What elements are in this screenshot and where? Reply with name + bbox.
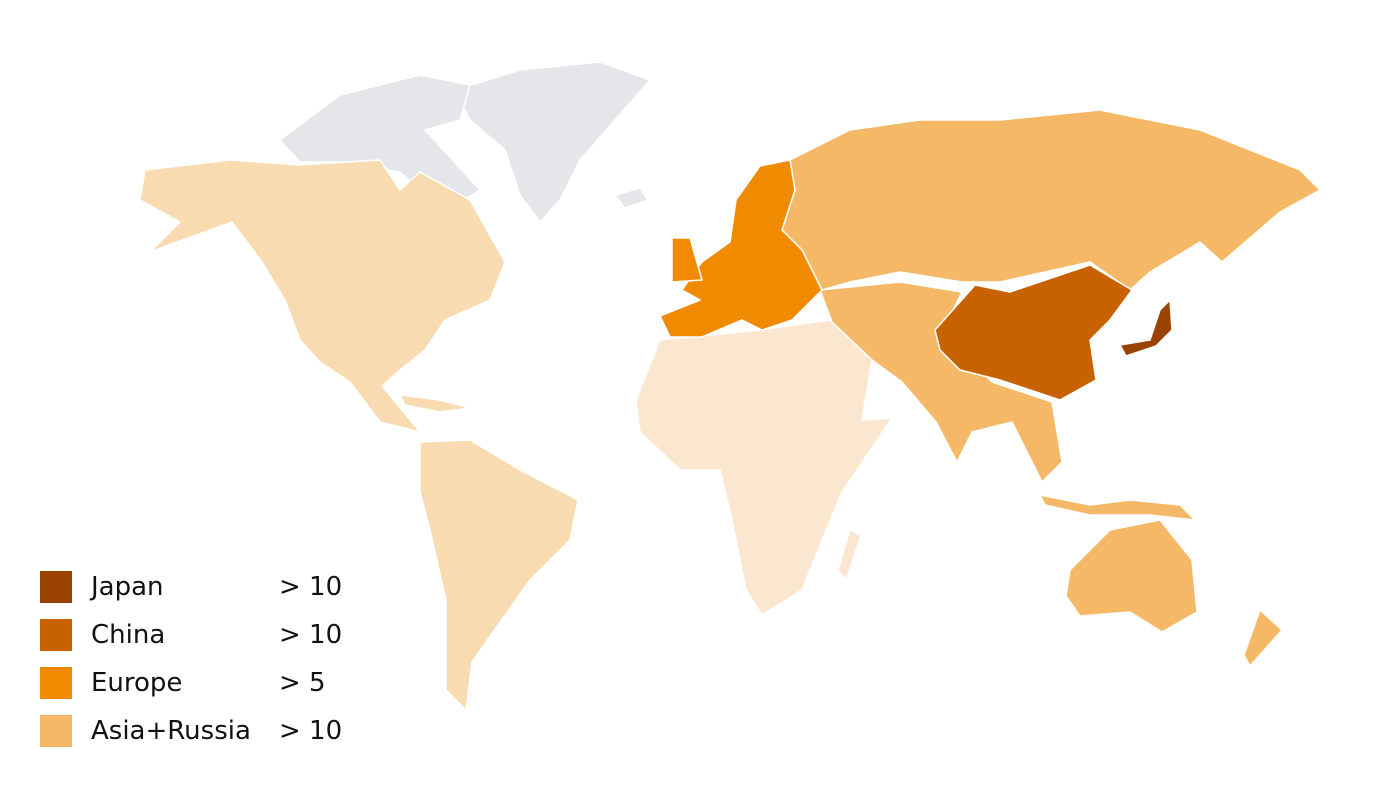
legend: Japan > 10 China > 10 Europe > 5 Asia+Ru… bbox=[40, 563, 342, 755]
region-japan bbox=[1119, 299, 1173, 357]
region-south-america bbox=[419, 439, 579, 711]
region-greenland bbox=[454, 61, 651, 223]
legend-swatch bbox=[40, 619, 72, 651]
legend-item-japan: Japan > 10 bbox=[40, 563, 342, 611]
legend-value: > 10 bbox=[279, 572, 343, 602]
legend-value: > 10 bbox=[279, 620, 343, 650]
legend-label: Europe bbox=[91, 668, 183, 698]
region-new-zealand bbox=[1243, 609, 1283, 667]
region-indonesia bbox=[1039, 494, 1196, 521]
legend-label: Japan bbox=[91, 572, 164, 602]
legend-item-china: China > 10 bbox=[40, 611, 342, 659]
region-uk bbox=[671, 237, 703, 283]
region-china bbox=[934, 264, 1133, 401]
region-africa bbox=[635, 319, 893, 616]
region-europe bbox=[659, 159, 823, 338]
legend-item-asia-russia: Asia+Russia > 10 bbox=[40, 707, 342, 755]
region-russia-asia bbox=[781, 109, 1321, 291]
legend-value: > 10 bbox=[279, 716, 343, 746]
legend-label: Asia+Russia bbox=[91, 716, 251, 746]
legend-swatch bbox=[40, 571, 72, 603]
region-iceland bbox=[614, 187, 649, 209]
legend-swatch bbox=[40, 715, 72, 747]
legend-item-europe: Europe > 5 bbox=[40, 659, 342, 707]
legend-label: China bbox=[91, 620, 166, 650]
legend-swatch bbox=[40, 667, 72, 699]
region-australia bbox=[1065, 519, 1198, 633]
region-north-america bbox=[139, 159, 506, 433]
region-caribbean bbox=[399, 394, 471, 413]
legend-value: > 5 bbox=[279, 668, 326, 698]
region-madagascar bbox=[837, 529, 862, 581]
